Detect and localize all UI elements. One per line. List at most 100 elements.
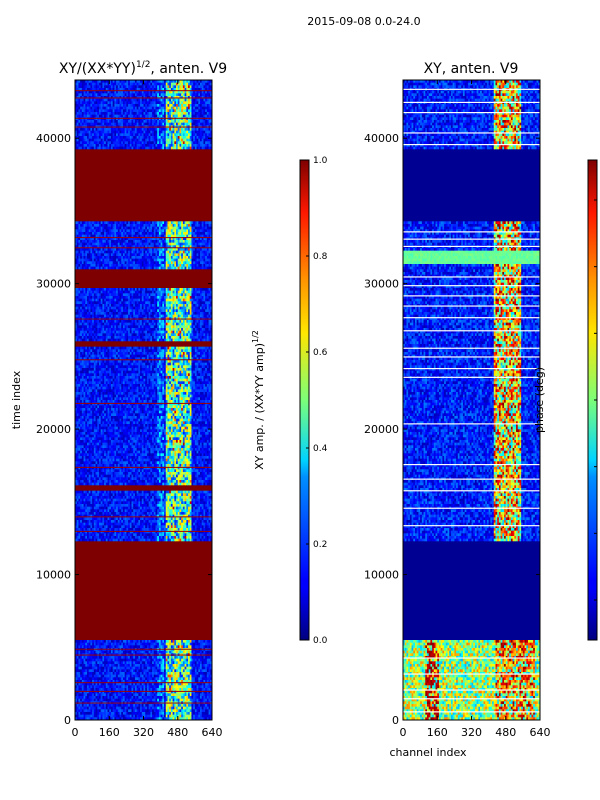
left-heatmap-cell [172,82,175,86]
left-heatmap-cell [124,112,127,116]
left-heatmap-cell [122,114,126,118]
left-heatmap-cell [191,106,194,110]
left-heatmap-cell [117,82,120,86]
left-heatmap-cell [181,82,184,86]
left-heatmap-cell [146,120,150,124]
left-heatmap-cell [177,101,180,105]
left-heatmap-cell [119,106,122,110]
left-heatmap-cell [112,85,115,89]
left-heatmap-cell [75,82,78,86]
left-heatmap-cell [80,104,83,108]
left-heatmap-cell [117,117,120,121]
left-heatmap-cell [152,109,155,113]
left-heatmap-cell [117,104,120,108]
left-heatmap-cell [186,106,189,110]
left-heatmap-cell [160,98,163,102]
left-heatmap-cell [107,120,110,124]
left-heatmap-cell [116,101,119,105]
left-heatmap-cell [126,93,129,97]
left-heatmap-cell [143,82,146,86]
left-heatmap-cell [205,88,208,92]
left-heatmap-cell [194,90,197,94]
left-heatmap-cell [157,106,160,110]
left-heatmap-cell [90,109,93,113]
left-heatmap-cell [75,85,78,89]
left-heatmap-cell [88,114,91,118]
left-heatmap-cell [140,82,143,86]
left-heatmap-cell [200,82,203,86]
left-heatmap-cell [164,85,167,89]
left-heatmap-cell [133,80,136,84]
left-heatmap-cell [98,80,102,84]
left-heatmap-cell [122,104,126,108]
left-heatmap-cell [164,90,167,94]
left-heatmap-cell [117,101,120,105]
left-heatmap-cell [150,88,153,92]
left-heatmap-cell [78,104,81,108]
left-heatmap-cell [102,80,105,84]
left-heatmap-cell [116,106,119,110]
left-heatmap-cell [109,98,112,102]
left-heatmap-cell [117,88,120,92]
left-heatmap-cell [158,98,162,102]
left-heatmap-cell [177,93,180,97]
left-heatmap-cell [203,106,206,110]
left-heatmap-cell [97,112,100,116]
left-heatmap-cell [86,82,90,86]
left-heatmap-cell [150,112,153,116]
left-heatmap-cell [85,82,88,86]
left-heatmap-cell [138,98,141,102]
left-heatmap-cell [102,82,105,86]
left-heatmap-cell [196,114,199,118]
left-heatmap-cell [122,80,126,84]
left-heatmap-cell [158,117,162,121]
left-heatmap-cell [160,114,163,118]
left-heatmap-cell [109,85,112,89]
left-heatmap-cell [172,85,175,89]
left-heatmap-cell [148,114,151,118]
left-heatmap-cell [128,82,131,86]
left-heatmap-cell [201,98,204,102]
left-heatmap-cell [104,109,107,113]
left-heatmap-cell [86,101,90,105]
left-heatmap-cell [112,93,115,97]
left-heatmap-cell [129,106,132,110]
left-heatmap-cell [76,82,79,86]
left-heatmap-cell [200,104,203,108]
left-heatmap-cell [153,106,156,110]
left-heatmap-cell [194,88,197,92]
left-heatmap-cell [170,90,174,94]
left-heatmap-cell [148,104,151,108]
left-heatmap-cell [90,104,93,108]
left-heatmap-cell [90,101,93,105]
left-heatmap-cell [81,112,84,116]
left-heatmap-cell [150,98,153,102]
left-heatmap-cell [93,112,96,116]
left-heatmap-cell [174,90,177,94]
left-heatmap-cell [157,120,160,124]
left-heatmap-cell [164,114,167,118]
left-heatmap-cell [177,98,180,102]
left-heatmap-cell [176,98,179,102]
left-heatmap-cell [205,85,208,89]
left-heatmap-cell [206,98,209,102]
left-heatmap-cell [143,114,146,118]
left-heatmap-cell [112,104,115,108]
left-heatmap-cell [131,93,134,97]
left-heatmap-cell [81,120,84,124]
left-heatmap-cell [92,114,95,118]
left-heatmap-cell [105,104,108,108]
left-heatmap-cell [194,85,197,89]
left-heatmap-cell [88,88,91,92]
left-heatmap-cell [150,104,153,108]
left-heatmap-cell [97,93,100,97]
left-heatmap-cell [205,98,208,102]
left-heatmap-cell [141,117,144,121]
left-heatmap-cell [165,106,168,110]
left-heatmap-cell [158,90,162,94]
left-heatmap-cell [208,101,211,105]
left-heatmap-cell [165,90,168,94]
left-heatmap-cell [93,98,96,102]
left-heatmap-cell [112,98,115,102]
left-heatmap-cell [206,114,209,118]
